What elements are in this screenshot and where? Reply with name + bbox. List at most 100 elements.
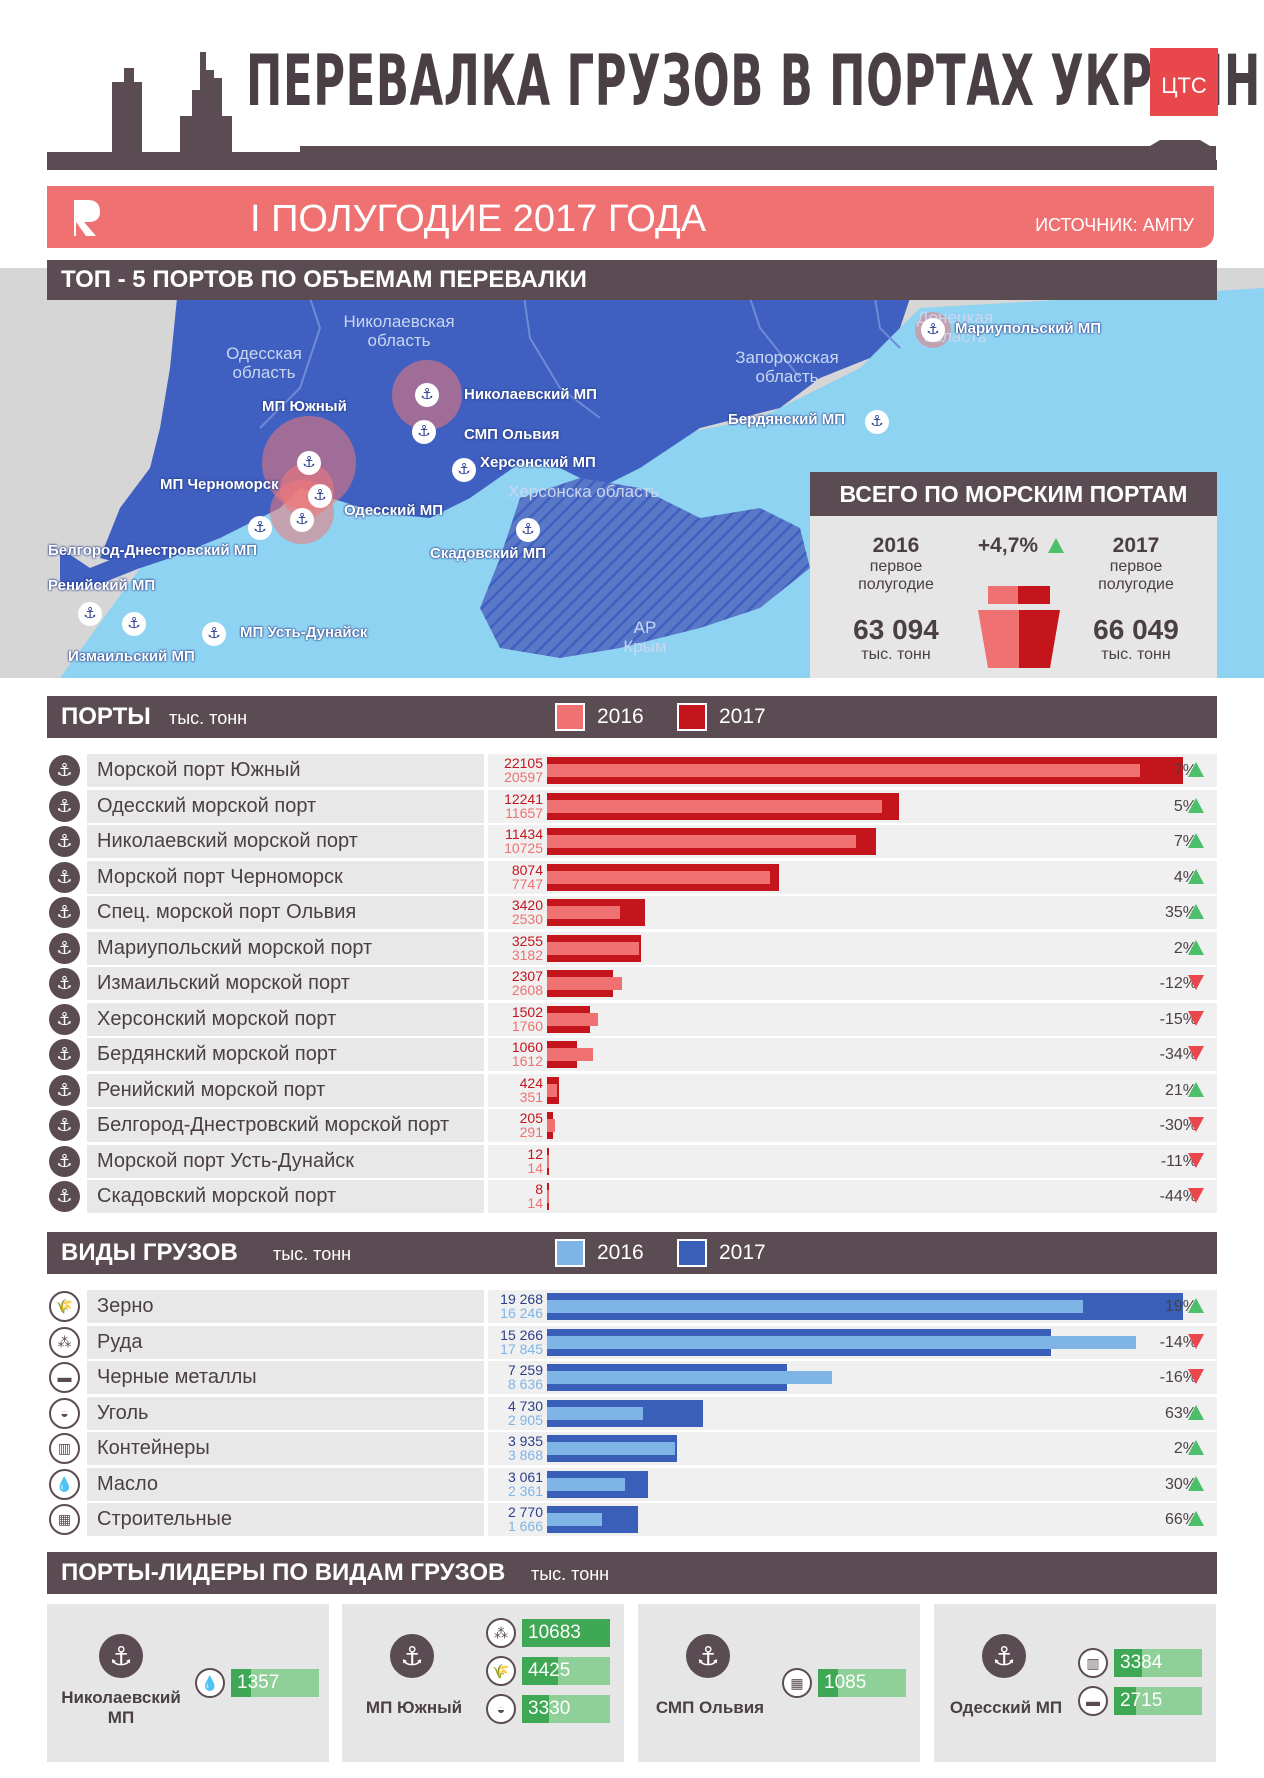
row-name-bg (87, 967, 484, 1000)
ore-icon: ⁂ (49, 1326, 80, 1358)
row-name-bg (87, 860, 484, 894)
value-label-2016: 14 (527, 1159, 543, 1176)
port-marker-chernomorsk[interactable]: ⚓ (308, 484, 332, 508)
arrow-shape (1188, 1188, 1204, 1203)
value-label: 3384 (1120, 1652, 1163, 1673)
port-label-kherson: Херсонский МП (480, 454, 596, 471)
bar-2016 (547, 1335, 1137, 1349)
port-label-yuzhny: МП Южный (262, 398, 347, 415)
down-arrow-icon (1188, 1369, 1204, 1385)
row-name-bg (87, 1432, 484, 1465)
change-label: -14% (1159, 1333, 1197, 1351)
row-name-bg (87, 1467, 484, 1501)
arrow-shape (1188, 1152, 1204, 1168)
value-label-2016: 2608 (511, 982, 543, 998)
map-section-bar: ТОП - 5 ПОРТОВ ПО ОБЪЕМАМ ПЕРЕВАЛКИ (47, 260, 1217, 300)
ore-icon: ⁂ (486, 1618, 516, 1648)
port-marker-mariupol[interactable]: ⚓ (921, 318, 945, 342)
legend-label-2017: 2017 (719, 705, 766, 728)
ship-silhouette (47, 52, 1217, 186)
bar-2016 (547, 1012, 598, 1026)
anchor-icon: ⚓ (982, 1634, 1026, 1678)
value-label-2016: 7747 (511, 875, 543, 892)
table-row: ⚓ Измаильский морской порт 2307 2608 -12% (47, 967, 1217, 1002)
leader-card: ⚓ СМП Ольвия ▦ 1085 (638, 1604, 920, 1762)
value-label-2016: 291 (519, 1124, 543, 1140)
leader-port-name: СМП Ольвия (655, 1698, 765, 1717)
port-marker-belgorod[interactable]: ⚓ (248, 516, 272, 540)
table-row: ⚓ Морской порт Усть-Дунайск 12 14 -11% (47, 1144, 1217, 1180)
table-row: ⁂ Руда 15 266 17 845 -14% (47, 1325, 1217, 1361)
value-label: 1357 (237, 1672, 280, 1693)
bar-value (522, 1619, 610, 1647)
table-row: ⚓ Белгород-Днестровский морской порт 205 29… (47, 1109, 1217, 1144)
value-label-2017: 8 (535, 1181, 543, 1197)
row-name-bg (87, 1109, 484, 1142)
brand-mark-icon (70, 196, 104, 240)
coal-icon: ◒ (486, 1694, 516, 1724)
row-name-bg (87, 931, 484, 965)
port-marker-berdyansk[interactable]: ⚓ (865, 410, 889, 434)
anchor-icon: ⚓ (49, 1110, 80, 1141)
bar-2016 (547, 1406, 643, 1420)
value-label: 4425 (528, 1660, 571, 1681)
row-name-bg (87, 1002, 484, 1036)
totals-unit-2016: тыс. тонн (861, 646, 931, 663)
row-name-bg (87, 754, 484, 787)
anchor-icon: ⚓ (49, 790, 80, 822)
arrow-shape (1188, 797, 1204, 813)
leader-card: ⚓ Николаевский МП 💧 1357 (47, 1604, 329, 1762)
row-bar-bg (488, 1002, 1217, 1036)
value-label-2017: 2 770 (507, 1504, 543, 1520)
table-row: ▦ Строительные 2 770 1 666 66% (47, 1503, 1217, 1538)
bar-value (522, 1695, 550, 1723)
port-marker-kherson[interactable]: ⚓ (452, 458, 476, 482)
row-label: Масло (97, 1472, 159, 1495)
bar-2016 (547, 1083, 558, 1097)
change-label: -16% (1159, 1369, 1197, 1386)
port-marker-izmail[interactable]: ⚓ (122, 612, 146, 636)
table-row: 🌾 Зерно 19 268 16 246 19% (47, 1290, 1217, 1325)
leader-port-name: Одесский МП (949, 1698, 1063, 1717)
value-label-2016: 3182 (511, 946, 543, 963)
source-label: ИСТОЧНИК: АМПУ (1035, 215, 1194, 235)
arrow-shape (1188, 1404, 1204, 1420)
ports-section-title: ПОРТЫ (61, 703, 151, 730)
port-marker-nikolaev[interactable]: ⚓ (415, 383, 439, 407)
row-label: Измаильский морской порт (97, 972, 350, 994)
row-name-bg (87, 825, 484, 858)
port-label-mariupol: Мариупольский МП (955, 320, 1102, 337)
table-row: ⚓ Ренийский морской порт 424 351 21% (47, 1073, 1217, 1109)
port-marker-reni[interactable]: ⚓ (78, 602, 102, 626)
port-marker-ust-dunaisk[interactable]: ⚓ (202, 622, 226, 646)
up-arrow-icon (1188, 1081, 1204, 1098)
port-marker-odessa[interactable]: ⚓ (290, 508, 314, 532)
bar-value (231, 1669, 251, 1697)
bar-2016 (547, 1154, 549, 1168)
arrow-shape (1188, 1010, 1204, 1026)
port-marker-yuzhny[interactable]: ⚓ (297, 451, 321, 475)
up-arrow-icon (1188, 904, 1204, 920)
port-label-reni: Ренийский МП (48, 577, 156, 594)
totals-value-2017: 66 049 (1093, 614, 1179, 645)
anchor-icon: ⚓ (49, 968, 80, 999)
port-marker-olvia[interactable]: ⚓ (412, 420, 436, 444)
row-label: Скадовский морской порт (97, 1185, 337, 1207)
row-label: Херсонский морской порт (97, 1007, 337, 1030)
cargo-section-bar: ВИДЫ ГРУЗОВ тыс. тонн 2016 2017 (47, 1232, 1217, 1274)
arrow-shape (1188, 1511, 1204, 1526)
bar-value (1114, 1687, 1137, 1715)
port-label-skadovsk: Скадовский МП (430, 545, 546, 562)
bar-2016 (547, 1048, 594, 1061)
port-marker-skadovsk[interactable]: ⚓ (516, 518, 540, 542)
value-label-2016: 1 666 (507, 1518, 543, 1534)
leader-port-name: Николаевский МП (61, 1688, 181, 1727)
row-label: Морской порт Черноморск (97, 865, 343, 888)
row-label: Белгород-Днестровский морской порт (97, 1114, 450, 1136)
value-label-2017: 19 268 (500, 1291, 543, 1307)
value-label-2016: 16 246 (500, 1305, 543, 1321)
container-icon: ▥ (49, 1433, 80, 1464)
value-label: 10683 (528, 1622, 581, 1643)
leader-card: ⚓ Одесский МП ▥ 3384 ▬ 2715 (934, 1604, 1216, 1762)
anchor-icon: ⚓ (49, 1039, 80, 1070)
